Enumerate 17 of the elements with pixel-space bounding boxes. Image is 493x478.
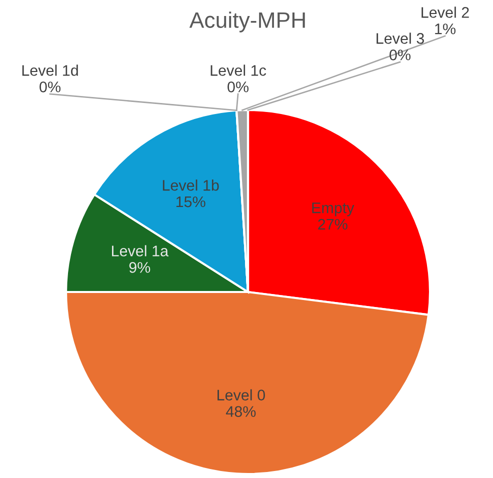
- category-label: Level 1d: [22, 64, 78, 76]
- slice-label: Empty: [312, 202, 354, 216]
- data-label: 48%: [226, 406, 256, 417]
- slice-label: Level 1b: [162, 180, 219, 191]
- text: 0%: [228, 82, 248, 92]
- category-label: Level 3: [376, 32, 424, 44]
- data-label: 1%: [435, 24, 456, 34]
- slice-label: Level 2: [422, 6, 469, 18]
- chart-title: Acuity-MPH: [189, 12, 305, 32]
- text: 0%: [40, 82, 60, 92]
- slice-label: Level 1a: [112, 245, 169, 256]
- category-label: Level 1c: [210, 64, 266, 76]
- data-label: 27%: [318, 218, 348, 230]
- slice-label: Level 0: [218, 389, 265, 400]
- data-label: 15%: [176, 196, 206, 208]
- data-label: 9%: [129, 262, 150, 273]
- text: 0%: [390, 50, 410, 60]
